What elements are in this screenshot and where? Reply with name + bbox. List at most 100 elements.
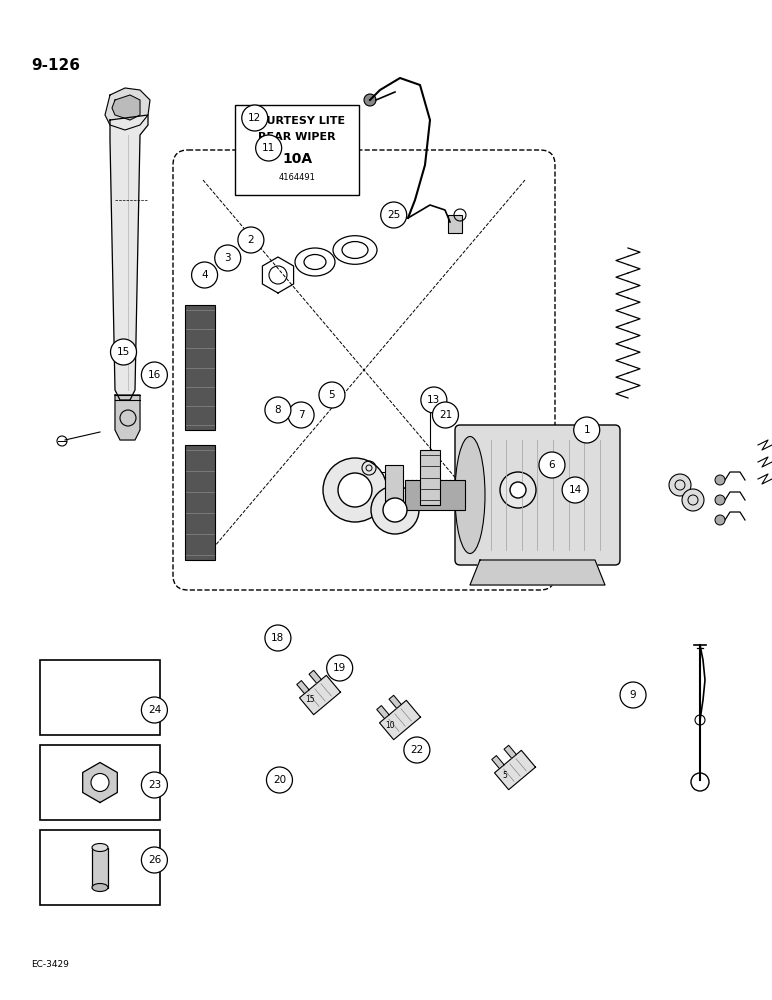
Circle shape bbox=[338, 473, 372, 507]
Polygon shape bbox=[470, 560, 605, 585]
Circle shape bbox=[364, 94, 376, 106]
Text: 25: 25 bbox=[387, 210, 401, 220]
Circle shape bbox=[288, 402, 314, 428]
Bar bbox=[92, 848, 108, 888]
Circle shape bbox=[383, 498, 407, 522]
Text: 16: 16 bbox=[147, 370, 161, 380]
Circle shape bbox=[500, 472, 536, 508]
Polygon shape bbox=[112, 95, 140, 120]
Ellipse shape bbox=[312, 151, 332, 165]
Circle shape bbox=[215, 245, 241, 271]
Polygon shape bbox=[115, 395, 140, 440]
Polygon shape bbox=[105, 88, 150, 130]
Bar bbox=[385, 465, 403, 510]
Text: 22: 22 bbox=[410, 745, 424, 755]
Circle shape bbox=[510, 482, 526, 498]
FancyBboxPatch shape bbox=[455, 425, 620, 565]
Circle shape bbox=[141, 772, 168, 798]
Text: 3: 3 bbox=[225, 253, 231, 263]
Circle shape bbox=[141, 362, 168, 388]
Text: 13: 13 bbox=[427, 395, 441, 405]
Bar bbox=[185, 445, 215, 560]
Text: 10A: 10A bbox=[282, 152, 313, 166]
Bar bbox=[40, 830, 160, 905]
Bar bbox=[40, 660, 160, 735]
Polygon shape bbox=[110, 115, 148, 400]
Circle shape bbox=[404, 737, 430, 763]
Text: 10: 10 bbox=[385, 720, 394, 730]
Circle shape bbox=[265, 625, 291, 651]
Bar bbox=[448, 215, 462, 233]
Polygon shape bbox=[300, 675, 340, 715]
Circle shape bbox=[266, 767, 293, 793]
Text: 23: 23 bbox=[147, 780, 161, 790]
Text: REAR WIPER: REAR WIPER bbox=[259, 132, 336, 142]
Ellipse shape bbox=[455, 436, 485, 554]
Text: 18: 18 bbox=[271, 633, 285, 643]
Polygon shape bbox=[495, 750, 536, 790]
Bar bbox=[405, 480, 465, 510]
Text: 19: 19 bbox=[333, 663, 347, 673]
Ellipse shape bbox=[81, 686, 119, 708]
Text: 1: 1 bbox=[584, 425, 590, 435]
Circle shape bbox=[256, 135, 282, 161]
Text: 20: 20 bbox=[273, 775, 286, 785]
Text: 26: 26 bbox=[147, 855, 161, 865]
Polygon shape bbox=[380, 700, 421, 740]
Circle shape bbox=[319, 382, 345, 408]
Text: 24: 24 bbox=[147, 705, 161, 715]
Polygon shape bbox=[309, 670, 321, 683]
Text: 4164491: 4164491 bbox=[279, 173, 316, 182]
Circle shape bbox=[91, 774, 109, 792]
Circle shape bbox=[141, 847, 168, 873]
Text: 15: 15 bbox=[305, 696, 315, 704]
Bar bbox=[40, 745, 160, 820]
Circle shape bbox=[191, 262, 218, 288]
Polygon shape bbox=[492, 756, 504, 769]
Ellipse shape bbox=[92, 844, 108, 852]
Text: 9-126: 9-126 bbox=[31, 58, 80, 73]
Circle shape bbox=[620, 682, 646, 708]
Circle shape bbox=[141, 697, 168, 723]
Text: 8: 8 bbox=[275, 405, 281, 415]
Circle shape bbox=[574, 417, 600, 443]
Text: 21: 21 bbox=[438, 410, 452, 420]
Text: COURTESY LITE: COURTESY LITE bbox=[249, 116, 345, 126]
Circle shape bbox=[669, 474, 691, 496]
Bar bbox=[185, 305, 215, 430]
Polygon shape bbox=[280, 121, 300, 139]
Text: 6: 6 bbox=[549, 460, 555, 470]
Text: 4: 4 bbox=[201, 270, 208, 280]
Text: 9: 9 bbox=[630, 690, 636, 700]
Polygon shape bbox=[389, 695, 401, 708]
Text: 7: 7 bbox=[298, 410, 304, 420]
Circle shape bbox=[110, 339, 137, 365]
Circle shape bbox=[715, 515, 725, 525]
Circle shape bbox=[371, 486, 419, 534]
Polygon shape bbox=[83, 762, 117, 802]
Bar bbox=[235, 105, 359, 195]
Text: 12: 12 bbox=[248, 113, 262, 123]
Text: 15: 15 bbox=[117, 347, 130, 357]
Circle shape bbox=[421, 387, 447, 413]
Circle shape bbox=[715, 475, 725, 485]
Circle shape bbox=[265, 397, 291, 423]
Text: 11: 11 bbox=[262, 143, 276, 153]
Text: 14: 14 bbox=[568, 485, 582, 495]
Circle shape bbox=[432, 402, 459, 428]
Ellipse shape bbox=[92, 884, 108, 892]
Circle shape bbox=[327, 655, 353, 681]
Text: 5: 5 bbox=[503, 770, 507, 780]
Circle shape bbox=[238, 227, 264, 253]
Polygon shape bbox=[504, 745, 516, 758]
Circle shape bbox=[323, 458, 387, 522]
Polygon shape bbox=[377, 706, 389, 719]
Circle shape bbox=[682, 489, 704, 511]
Polygon shape bbox=[296, 681, 309, 694]
Text: EC-3429: EC-3429 bbox=[31, 960, 69, 969]
Text: 5: 5 bbox=[329, 390, 335, 400]
Circle shape bbox=[539, 452, 565, 478]
Text: 2: 2 bbox=[248, 235, 254, 245]
Circle shape bbox=[242, 105, 268, 131]
Circle shape bbox=[715, 495, 725, 505]
